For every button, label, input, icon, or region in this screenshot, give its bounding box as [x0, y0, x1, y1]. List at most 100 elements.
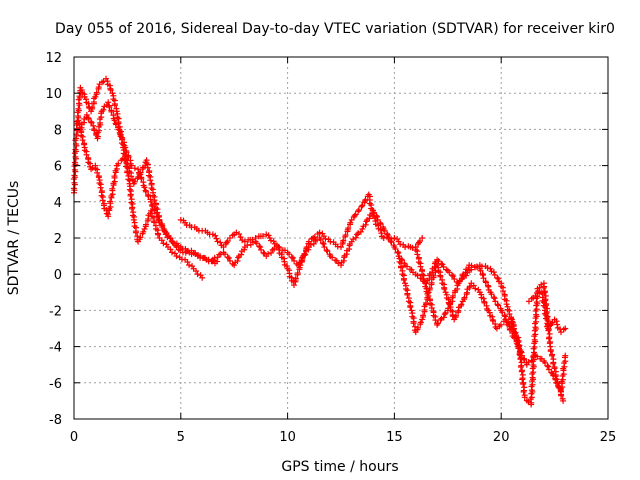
data-point-fill — [466, 283, 473, 290]
data-point-fill — [453, 312, 460, 319]
data-point-fill — [543, 315, 550, 322]
y-tick-label: -2 — [49, 304, 62, 319]
data-point — [130, 216, 137, 223]
data-point-fill — [352, 234, 359, 241]
data-points — [70, 75, 569, 408]
data-point-fill — [450, 292, 457, 299]
data-point-fill — [495, 275, 502, 282]
data-point-fill — [324, 248, 331, 255]
data-point-fill — [387, 238, 394, 245]
data-point-fill — [541, 310, 548, 317]
data-point-fill — [111, 102, 118, 109]
data-point-fill — [415, 239, 422, 246]
data-point-fill — [374, 216, 381, 223]
data-point-fill — [450, 273, 457, 280]
data-point-fill — [96, 180, 103, 187]
data-point-fill — [518, 352, 525, 359]
data-point-fill — [394, 248, 401, 255]
data-point-fill — [145, 193, 152, 200]
data-point-fill — [235, 254, 242, 261]
data-point-fill — [143, 188, 150, 195]
data-point-fill — [446, 269, 453, 276]
data-point-fill — [222, 251, 228, 258]
data-point-fill — [440, 263, 447, 270]
data-point — [226, 235, 233, 241]
data-point-fill — [193, 268, 200, 275]
data-point-fill — [373, 212, 380, 219]
data-point-fill — [544, 362, 551, 369]
data-point-fill — [497, 321, 504, 328]
data-point-fill — [95, 84, 102, 91]
data-point — [199, 274, 206, 281]
data-point-fill — [550, 360, 557, 367]
data-point-fill — [392, 245, 399, 252]
data-point-fill — [131, 178, 138, 185]
data-point-fill — [286, 251, 293, 258]
data-point-fill — [99, 197, 106, 204]
data-point-fill — [129, 212, 136, 219]
data-point-fill — [140, 228, 147, 235]
data-point — [419, 235, 426, 241]
y-tick-label: 8 — [54, 123, 62, 138]
data-point-fill — [428, 304, 435, 311]
data-point-fill — [517, 364, 524, 371]
data-point-fill — [520, 388, 527, 395]
data-point-fill — [415, 324, 422, 331]
data-point-fill — [525, 359, 532, 366]
data-point-fill — [381, 227, 388, 234]
data-point-fill — [307, 241, 314, 248]
data-point-fill — [342, 232, 349, 239]
data-point — [105, 99, 112, 106]
data-point-fill — [518, 368, 525, 375]
data-point-fill — [227, 257, 234, 264]
x-tick-label: 20 — [493, 430, 510, 445]
data-point-fill — [356, 206, 363, 213]
data-point-fill — [383, 230, 390, 237]
data-point-fill — [111, 173, 118, 180]
axes: 0 5 10 15 20 25 -8 -6 -4 -2 0 2 4 6 8 10 12 — [45, 51, 616, 445]
data-point-fill — [113, 121, 120, 128]
data-point-fill — [352, 211, 359, 218]
data-point-fill — [329, 254, 336, 261]
data-point-fill — [212, 232, 219, 239]
data-point — [408, 307, 415, 314]
data-point-fill — [192, 249, 199, 256]
data-point-fill — [484, 305, 491, 312]
data-point-fill — [507, 326, 514, 333]
data-point-fill — [162, 229, 169, 236]
data-point-fill — [123, 149, 130, 156]
data-point-fill — [292, 275, 299, 282]
y-tick-label: 6 — [54, 160, 62, 175]
data-point — [560, 397, 567, 404]
x-tick-label: 0 — [70, 430, 78, 445]
data-point-fill — [310, 240, 317, 247]
data-point-fill — [420, 312, 427, 319]
data-point-fill — [256, 243, 263, 250]
y-axis-label: SDTVAR / TECUs — [6, 181, 22, 296]
x-tick-label: 25 — [600, 430, 617, 445]
data-point-fill — [456, 278, 463, 285]
data-point-fill — [519, 376, 526, 383]
data-point-fill — [145, 172, 152, 179]
data-point-fill — [169, 239, 176, 246]
data-point-fill — [451, 276, 458, 283]
data-point-fill — [159, 222, 166, 229]
data-point-fill — [217, 239, 224, 246]
data-point-fill — [323, 247, 330, 254]
data-point-fill — [151, 197, 158, 204]
data-point-fill — [100, 106, 107, 113]
data-point-fill — [107, 86, 114, 93]
data-point-fill — [458, 301, 465, 308]
data-point-fill — [126, 186, 133, 193]
data-point-fill — [510, 326, 517, 333]
data-point — [167, 235, 174, 241]
y-tick-label: -6 — [49, 377, 62, 392]
data-point-fill — [98, 192, 105, 199]
data-point — [525, 298, 532, 305]
series-track-i — [525, 289, 569, 336]
data-point-fill — [503, 301, 510, 308]
data-point-fill — [549, 319, 556, 326]
y-tick-label: 10 — [45, 87, 62, 102]
data-point-fill — [214, 238, 221, 245]
data-point-fill — [350, 236, 357, 243]
